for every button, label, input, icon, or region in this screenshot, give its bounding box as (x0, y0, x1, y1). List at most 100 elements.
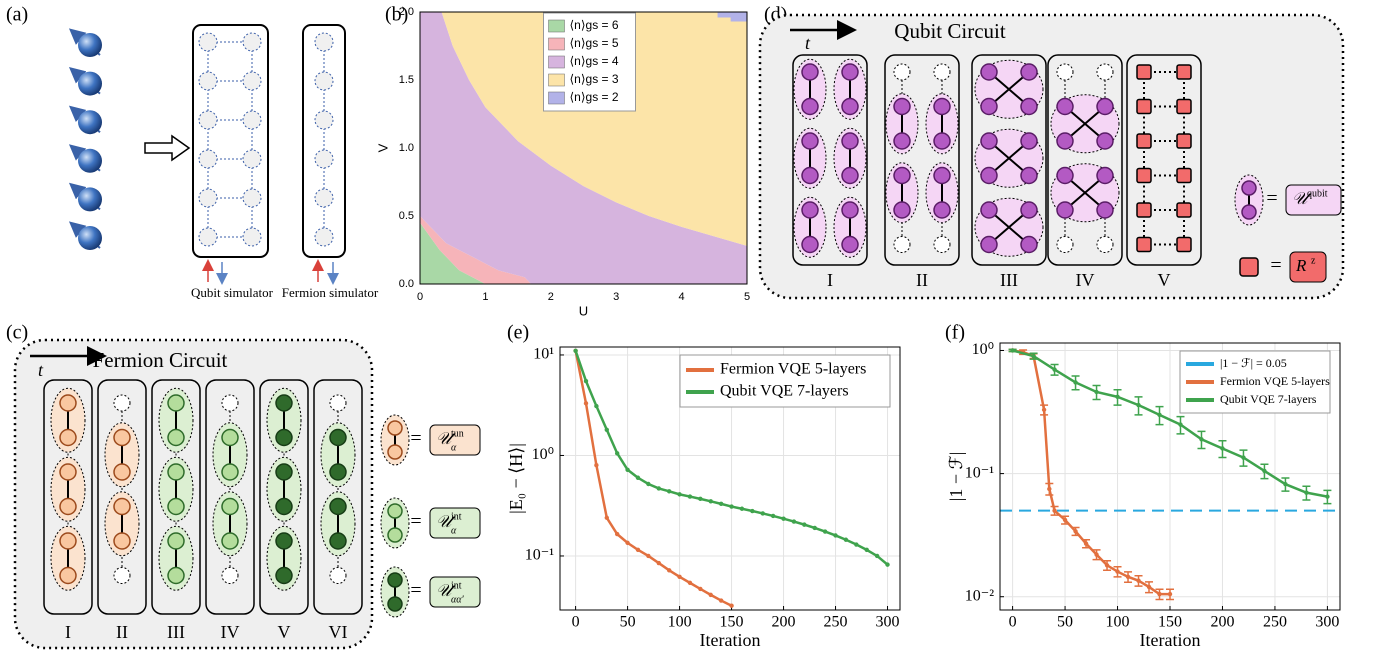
site (1242, 205, 1256, 219)
site (1242, 181, 1256, 195)
lattice-site (315, 111, 333, 129)
panel-label: (f) (945, 322, 965, 344)
data-point (625, 541, 629, 545)
gate-sup: int (451, 580, 462, 591)
legend-label: ⟨n⟩gs = 4 (570, 54, 619, 68)
site (802, 99, 818, 115)
site (330, 430, 346, 446)
x-tick-label: 300 (1315, 614, 1339, 631)
site (388, 573, 402, 587)
data-point (605, 428, 609, 432)
equals-sign: = (410, 428, 421, 450)
y-tick-label: 10⁻¹ (525, 547, 554, 564)
legend-swatch (549, 20, 565, 32)
rz-gate (1177, 203, 1191, 217)
layer-label: I (65, 622, 71, 642)
spin-ball (78, 226, 102, 250)
data-point (885, 562, 889, 566)
lattice-site (199, 150, 217, 168)
legend-label: Fermion VQE 5-layers (720, 361, 866, 378)
site (60, 430, 76, 446)
x-tick-label: 0 (572, 614, 580, 631)
empty-site (934, 64, 950, 80)
gate-sub: α (451, 442, 457, 453)
data-point (573, 349, 577, 353)
rz-gate (1240, 258, 1258, 276)
site (114, 533, 130, 549)
empty-site (1057, 237, 1073, 253)
layer-label: II (916, 270, 928, 290)
empty-site (330, 568, 346, 584)
data-point (625, 468, 629, 472)
panel-label: (e) (507, 322, 529, 344)
site (802, 133, 818, 149)
site (60, 499, 76, 515)
rz-gate (1177, 238, 1191, 252)
gate-symbol: R (1295, 256, 1307, 275)
site (276, 533, 292, 549)
site (842, 168, 858, 184)
lattice-site (315, 33, 333, 51)
y-tick-label: 0.0 (399, 278, 414, 290)
empty-site (222, 395, 238, 411)
chart: 05010015020025030010⁻¹10⁰10¹Iteration|E₀… (506, 346, 900, 650)
data-point (750, 509, 754, 513)
site (330, 464, 346, 480)
gate-sup: tun (451, 428, 464, 439)
site (60, 568, 76, 584)
layer-label: II (116, 622, 128, 642)
site (222, 533, 238, 549)
lattice-site (315, 150, 333, 168)
site (60, 464, 76, 480)
site (981, 99, 997, 115)
site (894, 202, 910, 218)
layer-label: VI (329, 622, 348, 642)
site (1097, 99, 1113, 115)
y-tick-label: 10⁻¹ (965, 464, 994, 481)
data-point (1199, 437, 1203, 441)
data-point (709, 499, 713, 503)
layer-label: I (827, 270, 833, 290)
data-point (719, 502, 723, 506)
data-point (657, 486, 661, 490)
data-point (1241, 455, 1245, 459)
rz-gate (1177, 169, 1191, 183)
rz-gate (1177, 134, 1191, 148)
fermion-sim-label: Fermion simulator (282, 285, 379, 300)
data-point (771, 514, 775, 518)
site (1021, 202, 1037, 218)
data-point (781, 516, 785, 520)
data-point (1073, 380, 1077, 384)
data-point (1136, 578, 1140, 582)
site (276, 395, 292, 411)
site (894, 133, 910, 149)
data-point (1052, 508, 1056, 512)
data-point (865, 548, 869, 552)
data-point (1304, 490, 1308, 494)
data-point (1047, 487, 1051, 491)
data-point (584, 379, 588, 383)
data-point (667, 489, 671, 493)
data-point (1063, 518, 1067, 522)
site (330, 499, 346, 515)
lattice-site (315, 72, 333, 90)
empty-site (222, 568, 238, 584)
site (222, 464, 238, 480)
y-tick-label: 1.0 (399, 142, 414, 154)
data-point (1220, 446, 1224, 450)
empty-site (894, 64, 910, 80)
rz-gate (1137, 169, 1151, 183)
site (388, 597, 402, 611)
data-point (1168, 592, 1172, 596)
data-point (833, 533, 837, 537)
legend-label: ⟨n⟩gs = 2 (570, 90, 619, 104)
x-tick-label: 150 (1158, 614, 1182, 631)
site (60, 533, 76, 549)
data-point (636, 476, 640, 480)
equals-sign: = (1270, 255, 1281, 277)
data-point (1094, 390, 1098, 394)
site (842, 99, 858, 115)
x-tick-label: 50 (1057, 614, 1073, 631)
data-point (584, 401, 588, 405)
site (276, 430, 292, 446)
